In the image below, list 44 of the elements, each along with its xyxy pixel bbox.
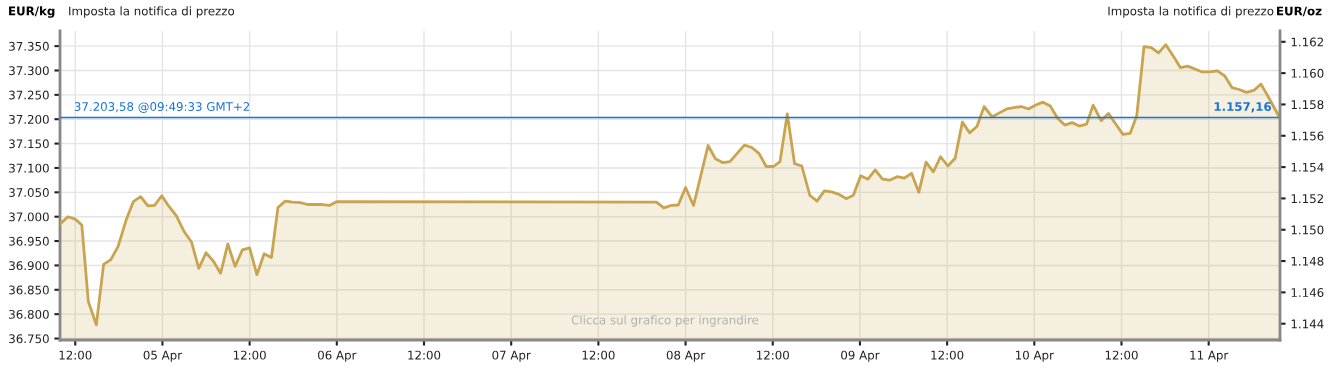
y-tick-label: 36.800 [9, 309, 49, 319]
y-tick-label: 37.150 [9, 139, 49, 149]
y-tick-label: 37.300 [9, 66, 49, 76]
y2-tick-label: 1.160 [1291, 68, 1324, 78]
x-tick-label: 08 Apr [666, 350, 706, 362]
y-tick-label: 36.750 [9, 334, 49, 344]
annotation: 1.157,16 [1214, 102, 1272, 113]
ref-line-label: 37.203,58 @09:49:33 GMT+2 [74, 102, 250, 113]
y2-tick-label: 1.144 [1291, 319, 1324, 329]
y2-tick-label: 1.150 [1291, 225, 1324, 235]
text: Imposta la notifica di prezzo [69, 6, 235, 18]
x-tick-label: 12:00 [233, 350, 266, 360]
y-tick-label: 37.050 [9, 188, 49, 197]
y-tick-label: 37.350 [9, 41, 49, 51]
x-tick-label: 05 Apr [143, 350, 183, 362]
y2-tick-label: 1.156 [1291, 131, 1324, 141]
x-tick-label: 07 Apr [492, 350, 531, 362]
x-tick-label: 09 Apr [841, 350, 880, 362]
y-tick-label: 36.950 [9, 236, 49, 246]
y-tick-label: 37.100 [9, 163, 49, 173]
x-tick-label: 12:00 [59, 350, 92, 360]
y-tick-label: 37.000 [9, 212, 49, 222]
y-tick-label: 37.250 [9, 90, 49, 100]
x-tick-label: 12:00 [408, 350, 441, 360]
text: Imposta la notifica di prezzo [1108, 6, 1274, 18]
annotation: Clicca sul grafico per ingrandire [571, 315, 759, 327]
x-tick-label: 11 Apr [1190, 350, 1229, 362]
x-tick-label: 12:00 [1105, 350, 1138, 360]
y2-tick-label: 1.154 [1291, 162, 1324, 172]
x-tick-label: 12:00 [757, 350, 789, 360]
y-tick-label: 36.850 [9, 285, 49, 295]
y2-tick-label: 1.158 [1291, 100, 1324, 110]
x-tick-label: 10 Apr [1016, 350, 1054, 362]
x-tick-label: 12:00 [931, 350, 964, 360]
y2-tick-label: 1.152 [1291, 194, 1324, 204]
y2-tick-label: 1.146 [1291, 288, 1324, 298]
x-tick-label: 12:00 [582, 350, 615, 360]
y2-tick-label: 1.148 [1291, 256, 1324, 266]
y-tick-label: 36.900 [9, 261, 49, 271]
y-axis-title: EUR/kg [9, 6, 55, 18]
x-tick-label: 06 Apr [318, 350, 357, 362]
y-tick-label: 37.200 [9, 114, 49, 124]
y2-tick-label: 1.162 [1291, 37, 1324, 47]
y2-axis-title: EUR/oz [1277, 6, 1322, 17]
